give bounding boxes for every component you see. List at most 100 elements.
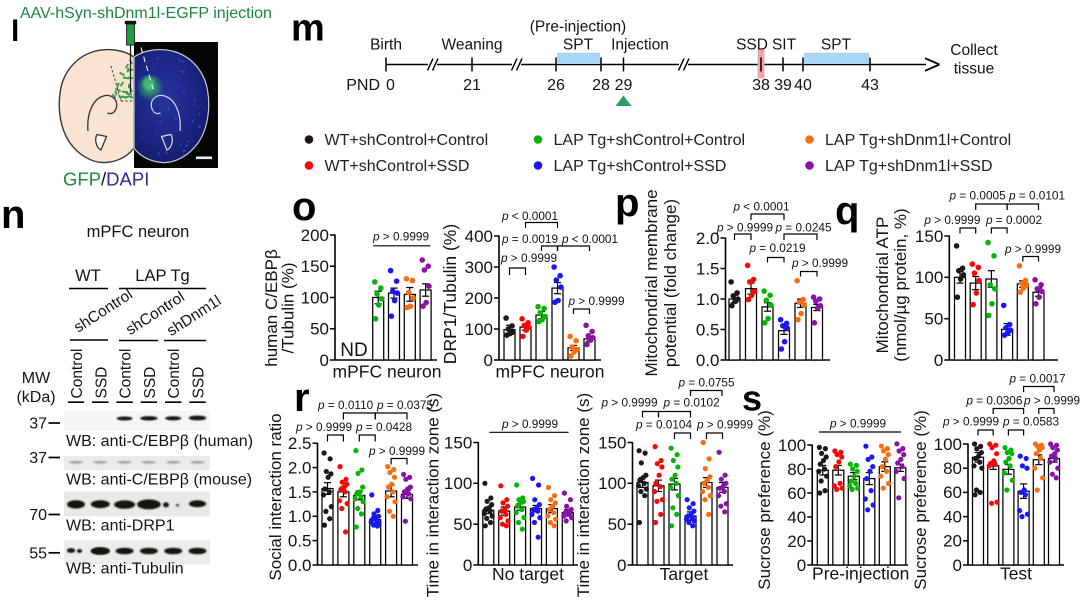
svg-text:SSD: SSD xyxy=(736,37,768,54)
svg-text:Test: Test xyxy=(1000,564,1032,584)
svg-text:WB: anti-DRP1: WB: anti-DRP1 xyxy=(66,518,175,535)
svg-text:200: 200 xyxy=(301,226,329,245)
svg-text:p > 0.9999: p > 0.9999 xyxy=(372,230,429,244)
svg-text:37: 37 xyxy=(29,416,47,433)
svg-text:p > 0.9999: p > 0.9999 xyxy=(295,420,352,434)
svg-text:SSD: SSD xyxy=(191,367,208,399)
svg-text:human C/EBPβ: human C/EBPβ xyxy=(262,249,281,367)
svg-text:37: 37 xyxy=(29,450,47,467)
svg-text:2.0: 2.0 xyxy=(696,229,720,248)
svg-text:p = 0.0019: p = 0.0019 xyxy=(501,232,558,246)
svg-text:mPFC neuron: mPFC neuron xyxy=(333,362,442,382)
svg-text:0.5: 0.5 xyxy=(288,531,312,550)
svg-text:21: 21 xyxy=(463,77,481,94)
svg-text:LAP Tg+shControl+Control: LAP Tg+shControl+Control xyxy=(554,132,746,149)
svg-text:r: r xyxy=(294,376,310,420)
svg-text:0.0: 0.0 xyxy=(288,556,312,575)
svg-text:0: 0 xyxy=(617,556,626,575)
svg-text:0: 0 xyxy=(934,351,943,370)
svg-text:p = 0.0306: p = 0.0306 xyxy=(965,394,1023,408)
svg-text:0: 0 xyxy=(463,556,472,575)
svg-text:p > 0.9999: p > 0.9999 xyxy=(716,221,773,235)
svg-text:50: 50 xyxy=(453,515,472,534)
svg-text:Injection: Injection xyxy=(611,37,669,54)
svg-text:0: 0 xyxy=(953,556,962,575)
svg-text:0.0: 0.0 xyxy=(696,351,720,370)
svg-text:(kDa): (kDa) xyxy=(16,389,55,406)
svg-text:0.5: 0.5 xyxy=(696,320,720,339)
svg-text:mPFC neuron: mPFC neuron xyxy=(496,362,605,382)
svg-text:WT+shControl+Control: WT+shControl+Control xyxy=(325,132,489,149)
svg-text:20: 20 xyxy=(787,532,806,551)
svg-text:Birth: Birth xyxy=(370,37,402,54)
svg-text:400: 400 xyxy=(465,227,493,246)
svg-text:1.5: 1.5 xyxy=(696,259,720,278)
svg-text:200: 200 xyxy=(465,289,493,308)
svg-text:1.0: 1.0 xyxy=(288,507,312,526)
svg-text:LAP Tg+shDnm1l+Control: LAP Tg+shDnm1l+Control xyxy=(825,132,1011,149)
svg-text:(nmol/µg protein, %): (nmol/µg protein, %) xyxy=(891,208,910,361)
svg-text:40: 40 xyxy=(943,507,962,526)
svg-text:38: 38 xyxy=(752,77,770,94)
svg-text:39: 39 xyxy=(774,77,792,94)
svg-text:p = 0.0219: p = 0.0219 xyxy=(748,241,805,255)
svg-text:1.0: 1.0 xyxy=(696,290,720,309)
svg-text:p = 0.0017: p = 0.0017 xyxy=(1008,372,1065,386)
svg-text:60: 60 xyxy=(787,484,806,503)
svg-text:43: 43 xyxy=(861,77,879,94)
svg-text:p < 0.0001: p < 0.0001 xyxy=(561,232,618,246)
svg-text:Target: Target xyxy=(660,564,709,584)
svg-text:p > 0.9999: p > 0.9999 xyxy=(829,417,886,431)
svg-text:100: 100 xyxy=(444,474,472,493)
svg-text:LAP Tg+shDnm1l+SSD: LAP Tg+shDnm1l+SSD xyxy=(825,158,993,175)
svg-text:Control: Control xyxy=(166,349,183,399)
svg-text:40: 40 xyxy=(787,508,806,527)
svg-text:2.5: 2.5 xyxy=(288,434,312,453)
svg-text:50: 50 xyxy=(924,310,943,329)
svg-text:n: n xyxy=(1,193,25,237)
svg-text:p > 0.9999: p > 0.9999 xyxy=(696,418,753,432)
svg-text:Sucrose preference (%): Sucrose preference (%) xyxy=(911,410,930,590)
svg-text:p = 0.0101: p = 0.0101 xyxy=(1008,189,1065,203)
svg-text:26: 26 xyxy=(547,77,565,94)
svg-text:WB: anti-C/EBPβ (mouse): WB: anti-C/EBPβ (mouse) xyxy=(66,472,252,489)
svg-text:20: 20 xyxy=(943,532,962,551)
svg-text:28: 28 xyxy=(592,77,610,94)
svg-text:l: l xyxy=(11,15,19,48)
svg-text:SSD: SSD xyxy=(142,367,159,399)
svg-text:PND: PND xyxy=(346,77,380,94)
svg-text:p = 0.0005: p = 0.0005 xyxy=(949,189,1007,203)
svg-text:p > 0.9999: p > 0.9999 xyxy=(368,444,425,458)
svg-text:p > 0.9999: p > 0.9999 xyxy=(600,396,657,410)
svg-text:q: q xyxy=(835,189,859,233)
svg-text:100: 100 xyxy=(301,288,329,307)
svg-text:p = 0.0583: p = 0.0583 xyxy=(1002,415,1060,429)
svg-text:p = 0.0245: p = 0.0245 xyxy=(774,221,832,235)
svg-text:MW: MW xyxy=(22,370,51,387)
svg-text:p = 0.0755: p = 0.0755 xyxy=(677,376,735,390)
svg-text:SPT: SPT xyxy=(821,37,852,54)
svg-text:Collect: Collect xyxy=(950,42,998,59)
svg-text:p = 0.0104: p = 0.0104 xyxy=(635,418,693,432)
svg-text:80: 80 xyxy=(787,460,806,479)
svg-text:LAP Tg: LAP Tg xyxy=(135,267,189,285)
svg-text:0: 0 xyxy=(386,77,395,94)
svg-text:WT: WT xyxy=(75,267,101,285)
svg-text:ND: ND xyxy=(340,340,367,361)
svg-text:No target: No target xyxy=(492,564,564,584)
svg-text:SSD: SSD xyxy=(93,367,110,399)
svg-text:2.0: 2.0 xyxy=(288,458,312,477)
svg-text:100: 100 xyxy=(598,474,626,493)
svg-text:p > 0.9999: p > 0.9999 xyxy=(791,256,848,270)
svg-text:p > 0.9999: p > 0.9999 xyxy=(1004,242,1061,256)
svg-text:150: 150 xyxy=(301,257,329,276)
svg-text:p: p xyxy=(615,181,639,225)
svg-text:WT+shControl+SSD: WT+shControl+SSD xyxy=(325,158,470,175)
svg-text:Mitochondrial membrane: Mitochondrial membrane xyxy=(642,189,661,376)
svg-text:150: 150 xyxy=(915,227,943,246)
svg-text:s: s xyxy=(742,378,762,419)
svg-text:p > 0.9999: p > 0.9999 xyxy=(567,294,624,308)
svg-text:150: 150 xyxy=(598,433,626,452)
svg-text:0: 0 xyxy=(797,556,806,575)
svg-text:Sucrose preference (%): Sucrose preference (%) xyxy=(755,410,774,590)
